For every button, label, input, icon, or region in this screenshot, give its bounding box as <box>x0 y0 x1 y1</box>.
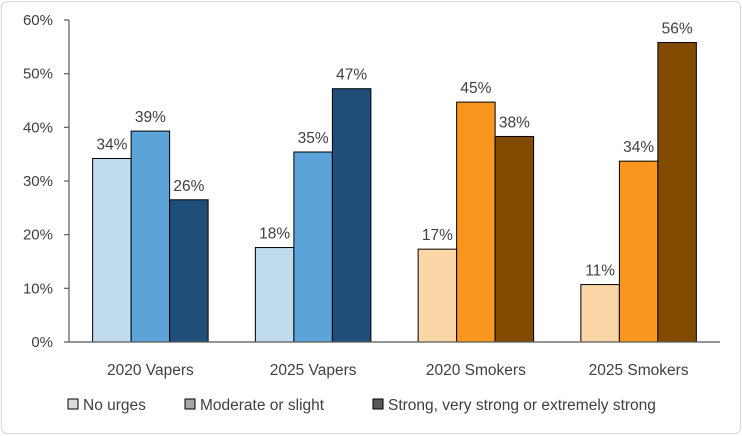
data-label: 39% <box>135 109 166 126</box>
bar <box>169 199 209 343</box>
bar <box>130 130 171 343</box>
data-label: 34% <box>623 139 654 156</box>
bar <box>254 247 295 343</box>
data-label: 17% <box>422 227 453 244</box>
legend-label: No urges <box>83 397 146 414</box>
data-label: 26% <box>173 178 204 195</box>
legend-label: Strong, very strong or extremely strong <box>388 397 656 414</box>
data-label: 35% <box>298 130 329 147</box>
y-tick-label: 0% <box>31 334 53 351</box>
data-label: 34% <box>96 136 127 153</box>
x-category-label: 2025 Vapers <box>270 362 357 379</box>
legend-swatch <box>184 398 196 410</box>
y-tick-label: 30% <box>23 173 53 190</box>
bar <box>618 160 659 343</box>
x-category-label: 2020 Vapers <box>107 362 194 379</box>
data-label: 18% <box>259 226 290 243</box>
legend-swatch <box>67 398 79 410</box>
data-label: 45% <box>460 80 491 97</box>
x-category-label: 2020 Smokers <box>426 362 526 379</box>
y-tick-label: 60% <box>23 12 53 29</box>
legend-label: Moderate or slight <box>200 397 325 414</box>
bar <box>293 151 333 343</box>
bar <box>494 135 535 343</box>
data-label: 11% <box>585 263 615 280</box>
legend-swatch <box>372 398 384 410</box>
bar <box>417 248 458 343</box>
data-label: 47% <box>336 67 367 84</box>
bar <box>331 88 372 343</box>
y-tick-label: 10% <box>23 280 53 297</box>
data-label: 56% <box>662 21 693 38</box>
y-tick-label: 50% <box>23 66 53 83</box>
bar <box>92 157 132 343</box>
data-label: 38% <box>499 114 530 131</box>
bar <box>657 42 697 343</box>
bar <box>456 101 496 343</box>
bar <box>580 284 620 343</box>
y-tick-label: 20% <box>23 227 53 244</box>
x-category-label: 2025 Smokers <box>589 362 689 379</box>
y-tick-label: 40% <box>23 119 53 136</box>
